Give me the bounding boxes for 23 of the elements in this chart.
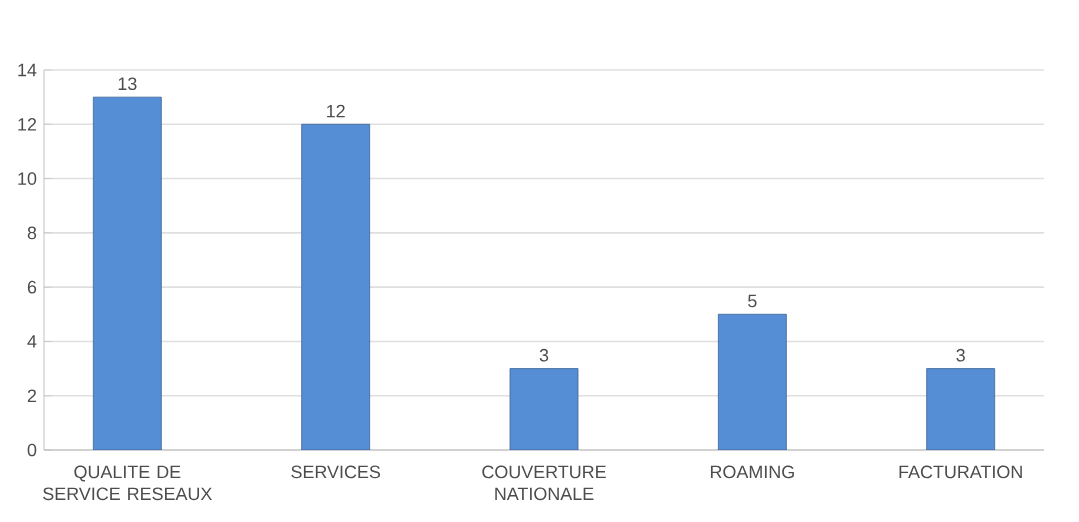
y-tick-label: 10 bbox=[18, 172, 37, 185]
x-tick-label: FACTURATION bbox=[899, 465, 1022, 479]
data-label: 3 bbox=[539, 348, 549, 362]
bar bbox=[301, 123, 371, 450]
bar bbox=[92, 96, 162, 450]
data-label: 13 bbox=[118, 77, 137, 91]
bar bbox=[717, 313, 787, 450]
y-tick-label: 0 bbox=[27, 443, 37, 457]
x-tick-label: SERVICES bbox=[291, 465, 381, 479]
x-tick-label: COUVERTURE NATIONALE bbox=[482, 465, 606, 501]
y-tick-label: 14 bbox=[18, 63, 37, 77]
x-tick-label: QUALITE DE SERVICE RESEAUX bbox=[43, 465, 212, 501]
y-tick-label: 4 bbox=[27, 335, 37, 348]
x-tick-label: ROAMING bbox=[710, 465, 794, 479]
y-tick-label: 12 bbox=[18, 118, 37, 131]
bar bbox=[509, 368, 579, 450]
data-label: 5 bbox=[748, 294, 757, 308]
data-label: 3 bbox=[956, 348, 965, 362]
y-tick-label: 8 bbox=[27, 226, 37, 240]
data-label: 12 bbox=[327, 104, 345, 118]
y-tick-label: 2 bbox=[27, 389, 37, 402]
bar bbox=[926, 368, 996, 450]
y-tick-label: 6 bbox=[27, 280, 37, 294]
